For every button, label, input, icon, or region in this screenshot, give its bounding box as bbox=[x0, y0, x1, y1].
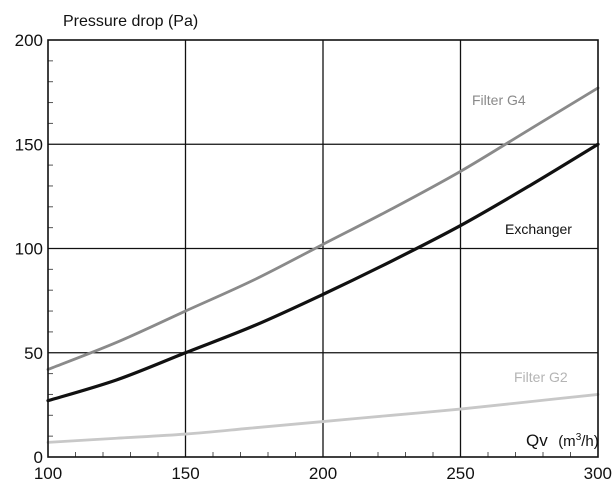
x-axis-title-unit-post: /h) bbox=[581, 433, 599, 450]
plot-frame bbox=[47, 39, 599, 458]
x-tick-label-150: 150 bbox=[171, 464, 199, 483]
series-line-exchanger bbox=[46, 142, 600, 403]
x-axis-title-unit-sup: 3 bbox=[576, 432, 582, 443]
y-tick-label-0: 0 bbox=[34, 448, 43, 467]
tick-labels: 0 50 100 150 200 100 150 200 250 300 bbox=[15, 31, 612, 483]
x-tick-label-100: 100 bbox=[34, 464, 62, 483]
y-tick-label-50: 50 bbox=[24, 344, 43, 363]
x-tick-label-250: 250 bbox=[446, 464, 474, 483]
series-line-filter-g4 bbox=[46, 86, 600, 371]
minor-ticks bbox=[48, 60, 571, 457]
y-tick-label-200: 200 bbox=[15, 31, 43, 50]
x-tick-label-200: 200 bbox=[309, 464, 337, 483]
series-label-filter-g2: Filter G2 bbox=[514, 369, 568, 385]
series-lines bbox=[46, 86, 600, 444]
x-axis-title: Qv (m3/h) bbox=[526, 431, 599, 450]
x-tick-label-300: 300 bbox=[584, 464, 612, 483]
y-axis-title: Pressure drop (Pa) bbox=[63, 13, 198, 30]
series-label-filter-g4: Filter G4 bbox=[472, 92, 526, 108]
y-tick-label-150: 150 bbox=[15, 135, 43, 154]
series-label-exchanger: Exchanger bbox=[505, 221, 572, 237]
series-line-filter-g2 bbox=[46, 393, 600, 444]
x-axis-title-unit: (m bbox=[558, 433, 576, 450]
x-axis-title-main: Qv bbox=[526, 431, 548, 450]
y-tick-label-100: 100 bbox=[15, 240, 43, 259]
